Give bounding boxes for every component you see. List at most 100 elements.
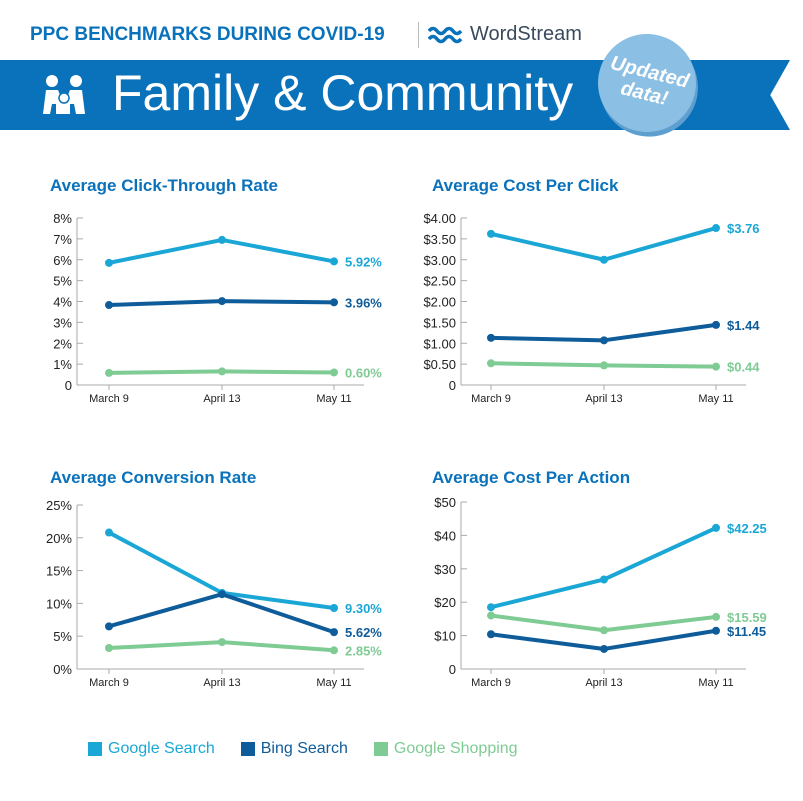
legend-label: Google Shopping	[393, 740, 518, 757]
y-tick-label: 15%	[46, 564, 72, 579]
data-point	[600, 255, 608, 264]
y-tick-label: 20%	[46, 531, 72, 546]
y-tick-label: $3.50	[423, 232, 456, 247]
end-value-label: $0.44	[727, 360, 760, 375]
divider	[418, 22, 419, 48]
end-value-label: 5.92%	[345, 254, 382, 269]
y-tick-label: $4.00	[423, 211, 456, 226]
y-tick-label: 5%	[53, 274, 72, 289]
x-tick-label: May 11	[316, 677, 351, 689]
series-line-google-search	[490, 526, 717, 610]
data-point	[600, 644, 608, 653]
data-point	[105, 368, 113, 377]
legend-label: Bing Search	[260, 740, 348, 757]
brand-name: WordStream	[470, 23, 582, 45]
data-point	[600, 336, 608, 345]
legend-item-google-search: Google Search	[88, 740, 215, 758]
data-point	[218, 590, 226, 599]
y-tick-label: 4%	[53, 295, 72, 310]
end-value-label: $11.45	[727, 624, 766, 639]
y-tick-label: 0	[449, 662, 456, 677]
data-point	[712, 224, 720, 233]
data-point	[330, 628, 338, 637]
legend-item-bing-search: Bing Search	[240, 740, 348, 758]
x-tick-label: March 9	[471, 393, 511, 405]
x-tick-label: April 13	[203, 393, 240, 405]
y-tick-label: 2%	[53, 336, 72, 351]
x-tick-label: May 11	[698, 393, 733, 405]
end-value-label: 3.96%	[345, 295, 382, 310]
data-point	[218, 638, 226, 647]
data-point	[712, 626, 720, 635]
legend-item-google-shopping: Google Shopping	[373, 740, 518, 758]
y-tick-label: 10%	[46, 596, 72, 611]
y-tick-label: $2.50	[423, 274, 456, 289]
legend-label: Google Search	[108, 740, 215, 757]
series-line-google-search	[490, 226, 717, 262]
legend: Google Search Bing Search Google Shoppin…	[88, 740, 518, 758]
end-value-label: 5.62%	[345, 625, 382, 640]
family-icon	[43, 75, 85, 114]
y-tick-label: $40	[434, 528, 456, 543]
data-point	[712, 612, 720, 621]
y-tick-label: $1.50	[423, 315, 456, 330]
y-tick-label: 7%	[53, 232, 72, 247]
y-tick-label: $3.00	[423, 253, 456, 268]
wave-icon	[428, 26, 463, 43]
y-tick-label: $50	[434, 495, 456, 510]
data-point	[105, 622, 113, 631]
x-tick-label: March 9	[89, 677, 129, 689]
data-point	[712, 320, 720, 329]
data-point	[105, 528, 113, 537]
y-tick-label: 25%	[46, 498, 72, 513]
data-point	[487, 229, 495, 238]
y-tick-label: 0	[65, 378, 72, 393]
data-point	[487, 611, 495, 620]
chart-title: Average Click-Through Rate	[50, 176, 278, 195]
y-tick-label: $20	[434, 595, 456, 610]
legend-swatch	[373, 742, 388, 756]
y-tick-label: $2.00	[423, 295, 456, 310]
data-point	[600, 361, 608, 370]
data-point	[600, 626, 608, 635]
end-value-label: $42.25	[727, 521, 767, 536]
y-tick-label: 1%	[53, 357, 72, 372]
x-tick-label: April 13	[585, 677, 622, 689]
chart-title: Average Cost Per Click	[432, 176, 619, 195]
data-point	[218, 235, 226, 244]
series-line-bing-search	[108, 592, 335, 635]
y-tick-label: 3%	[53, 315, 72, 330]
y-tick-label: 0%	[53, 662, 72, 677]
data-point	[487, 630, 495, 639]
x-tick-label: March 9	[89, 393, 129, 405]
data-point	[600, 575, 608, 584]
y-tick-label: $0.50	[423, 357, 456, 372]
data-point	[330, 646, 338, 655]
data-point	[218, 297, 226, 306]
data-point	[487, 333, 495, 342]
data-point	[330, 603, 338, 612]
end-value-label: $15.59	[727, 610, 767, 625]
x-tick-label: April 13	[203, 677, 240, 689]
data-point	[712, 523, 720, 532]
end-value-label: 0.60%	[345, 365, 382, 380]
x-tick-label: April 13	[585, 393, 622, 405]
x-tick-label: May 11	[698, 677, 733, 689]
end-value-label: $1.44	[727, 318, 760, 333]
wordstream-logo: WordStream	[428, 23, 582, 46]
page-title: Family & Community	[112, 65, 574, 121]
y-tick-label: 0	[449, 378, 456, 393]
end-value-label: 9.30%	[345, 601, 382, 616]
supertitle: PPC BENCHMARKS DURING COVID-19	[30, 24, 385, 45]
data-point	[712, 362, 720, 371]
data-point	[330, 257, 338, 266]
chart-title: Average Cost Per Action	[432, 468, 630, 487]
data-point	[218, 367, 226, 376]
y-tick-label: 8%	[53, 211, 72, 226]
data-point	[487, 359, 495, 368]
legend-swatch	[88, 742, 102, 756]
y-tick-label: 6%	[53, 253, 72, 268]
data-point	[330, 368, 338, 377]
y-tick-label: 5%	[53, 629, 72, 644]
